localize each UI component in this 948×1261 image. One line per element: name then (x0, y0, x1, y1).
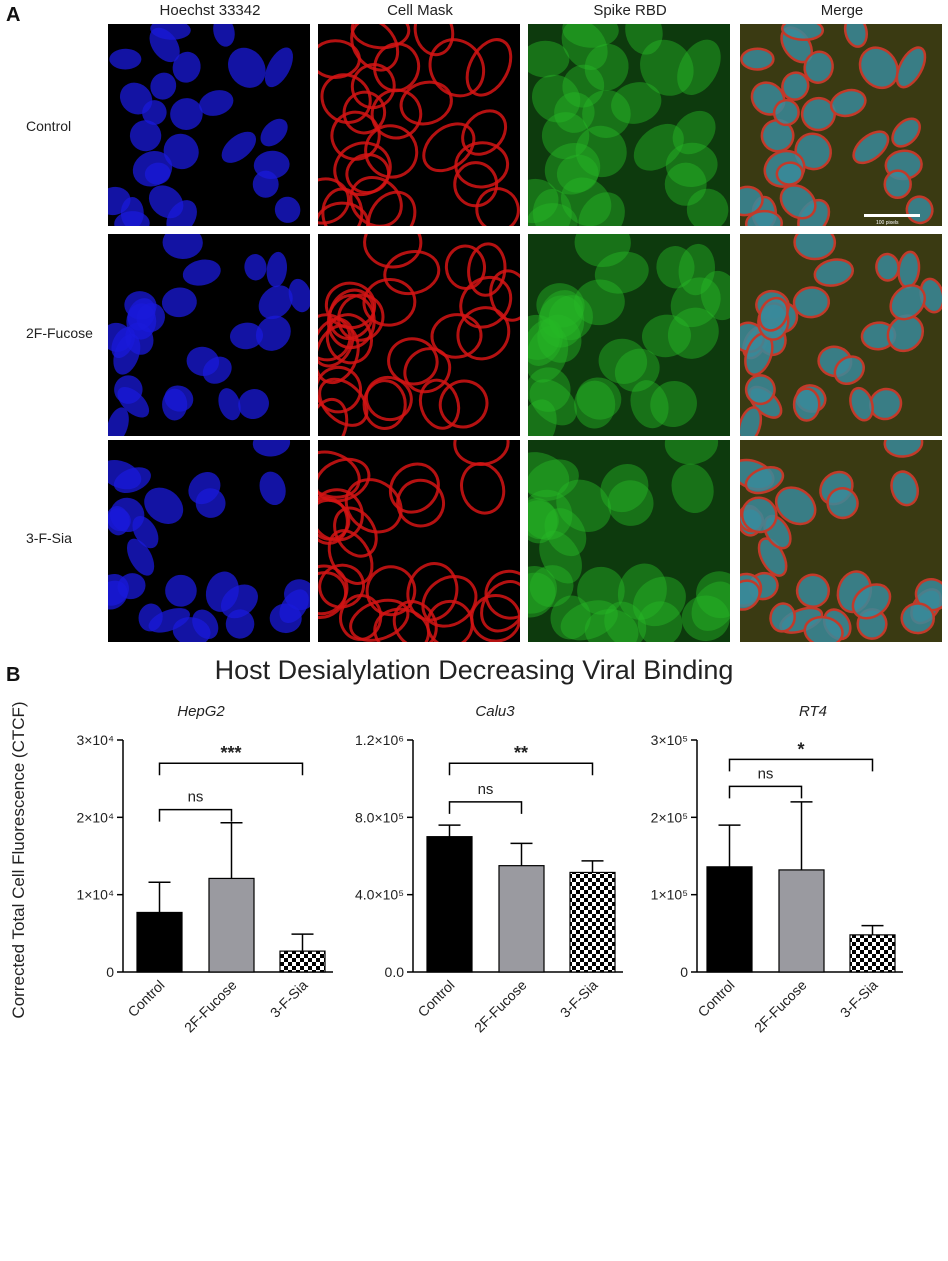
micrograph-spike-1 (528, 24, 730, 226)
chart-2-significance-bracket-1 (448, 801, 523, 814)
chart-3-significance-bracket-2 (728, 758, 874, 772)
micrograph-merge-1 (740, 24, 942, 226)
chart-2-significance-label-1: ns (478, 781, 494, 798)
micrograph-cellmask-1 (318, 24, 520, 226)
chart-3-category-label-1: Control (694, 977, 737, 1020)
column-label-cell-mask: Cell Mask (387, 2, 453, 19)
bar-charts: Corrected Total Cell Fluorescence (CTCF)… (9, 701, 903, 1036)
column-label-hoechst: Hoechst 33342 (159, 2, 261, 19)
chart-1-category-label-1: Control (124, 977, 167, 1020)
row-label-3-f-sia: 3-F-Sia (26, 530, 72, 546)
chart-3-bar-2 (778, 869, 825, 973)
row-label-control: Control (26, 118, 72, 134)
chart-2-significance-label-2: ** (514, 743, 528, 763)
chart-2-category-label-3: 3-F-Sia (557, 977, 601, 1021)
chart-2-tick-label-3: 1.2×10⁶ (355, 732, 404, 748)
chart-3-significance-bracket-1 (728, 785, 803, 799)
scale-bar (864, 214, 920, 217)
chart-1-tick-label-3: 3×10⁴ (76, 732, 114, 748)
panel-b-letter: B (6, 664, 21, 686)
chart-3-category-label-3: 3-F-Sia (837, 977, 881, 1021)
chart-1-tick-label-1: 1×10⁴ (76, 887, 114, 903)
panel-a-letter: A (6, 4, 21, 26)
micrograph-hoechst-2 (108, 234, 310, 436)
chart-1-bar-2 (208, 877, 255, 973)
chart-2-tick-label-1: 4.0×10⁵ (355, 887, 404, 903)
column-label-spike-rbd: Spike RBD (593, 2, 667, 19)
chart-3-bar-1 (706, 866, 753, 973)
chart-1-significance-label-1: ns (188, 789, 204, 806)
micrograph-merge-3 (740, 440, 942, 642)
chart-3-significance-label-2: * (797, 739, 804, 759)
chart-figure-title: Host Desialylation Decreasing Viral Bind… (214, 655, 734, 685)
micrograph-cellmask-3 (318, 440, 520, 642)
chart-1-category-label-3: 3-F-Sia (267, 977, 311, 1021)
chart-2-tick-label-0: 0.0 (385, 964, 405, 980)
micrograph-hoechst-1 (108, 24, 310, 226)
chart-3-category-label-2: 2F-Fucose (751, 977, 810, 1036)
chart-1-bar-1 (136, 911, 183, 973)
y-axis-label: Corrected Total Cell Fluorescence (CTCF) (9, 701, 28, 1018)
scale-bar-text: 100 pixels (876, 220, 899, 226)
chart-1-significance-bracket-2 (158, 762, 304, 776)
chart-3-title: RT4 (799, 703, 827, 720)
micrograph-spike-3 (528, 440, 730, 642)
micrograph-hoechst-3 (108, 440, 310, 642)
chart-3-bar-3 (849, 934, 896, 973)
chart-2-bar-2 (498, 865, 545, 973)
chart-3-tick-label-1: 1×10⁵ (651, 887, 688, 903)
micrograph-spike-2 (528, 234, 730, 436)
chart-1-category-label-2: 2F-Fucose (181, 977, 240, 1036)
chart-2-tick-label-2: 8.0×10⁵ (355, 809, 404, 825)
chart-2-significance-bracket-2 (448, 762, 594, 776)
chart-1-bar-3 (279, 950, 326, 973)
micrograph-cellmask-2 (318, 234, 520, 436)
chart-1-significance-bracket-1 (158, 808, 233, 822)
chart-3-significance-label-1: ns (758, 765, 774, 782)
chart-2-title: Calu3 (475, 703, 515, 720)
chart-1-tick-label-0: 0 (106, 964, 114, 980)
chart-3-tick-label-0: 0 (680, 964, 688, 980)
column-label-merge: Merge (820, 2, 864, 19)
chart-3-tick-label-3: 3×10⁵ (651, 732, 688, 748)
chart-1-significance-label-2: *** (220, 743, 241, 763)
chart-3-tick-label-2: 2×10⁵ (651, 809, 688, 825)
row-label-2f-fucose: 2F-Fucose (26, 325, 93, 341)
chart-1-title: HepG2 (177, 703, 225, 720)
chart-1-tick-label-2: 2×10⁴ (76, 809, 114, 825)
chart-2-bar-3 (569, 871, 616, 973)
chart-2-category-label-1: Control (414, 977, 457, 1020)
chart-2-category-label-2: 2F-Fucose (471, 977, 530, 1036)
chart-2-bar-1 (426, 836, 473, 973)
micrograph-merge-2 (740, 234, 942, 436)
